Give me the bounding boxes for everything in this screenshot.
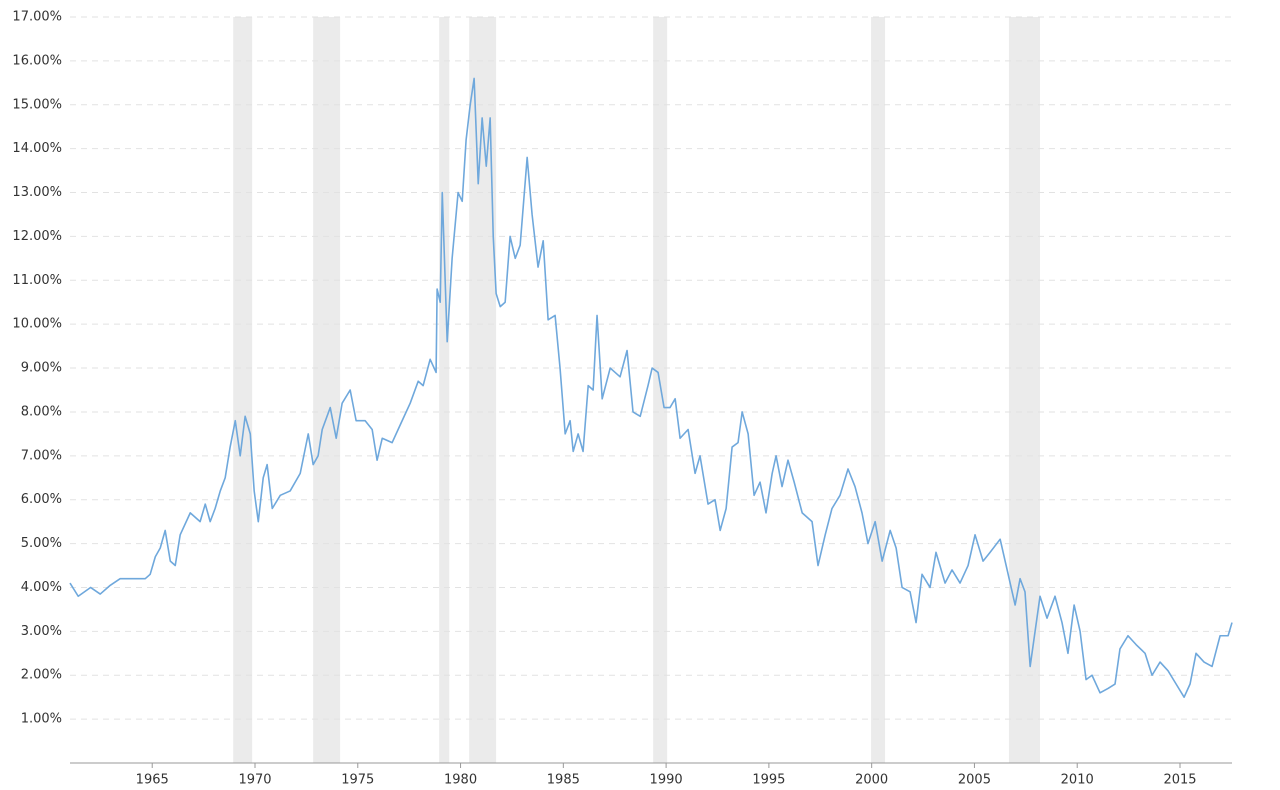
line-series — [69, 77, 1233, 698]
x-tick-label: 2005 — [958, 773, 991, 788]
y-tick-label: 1.00% — [21, 712, 62, 727]
x-tick-label: 1980 — [444, 773, 477, 788]
y-tick-label: 10.00% — [12, 317, 62, 332]
y-tick-label: 11.00% — [12, 273, 62, 288]
x-tick-label: 1990 — [650, 773, 683, 788]
x-tick-label: 2010 — [1061, 773, 1094, 788]
y-tick-label: 2.00% — [21, 668, 62, 683]
y-tick-label: 15.00% — [12, 97, 62, 112]
recession-band — [653, 17, 668, 763]
x-tick-label: 1975 — [341, 773, 374, 788]
recession-band — [233, 17, 253, 763]
y-tick-label: 12.00% — [12, 229, 62, 244]
x-tick-label: 1985 — [547, 773, 580, 788]
recession-band — [439, 17, 450, 763]
y-tick-label: 17.00% — [12, 10, 62, 25]
y-tick-label: 7.00% — [21, 448, 62, 463]
y-tick-label: 16.00% — [12, 53, 62, 68]
x-tick-label: 1995 — [752, 773, 785, 788]
y-tick-label: 5.00% — [21, 536, 62, 551]
y-tick-label: 14.00% — [12, 141, 62, 156]
recession-band — [871, 17, 886, 763]
recession-band — [469, 17, 497, 763]
x-tick-label: 2000 — [855, 773, 888, 788]
recession-band — [1008, 17, 1041, 763]
x-tick-label: 2015 — [1163, 773, 1196, 788]
y-tick-label: 6.00% — [21, 492, 62, 507]
y-tick-label: 3.00% — [21, 624, 62, 639]
x-tick-label: 1970 — [238, 773, 271, 788]
y-tick-label: 13.00% — [12, 185, 62, 200]
recession-band — [313, 17, 341, 763]
x-tick-label: 1965 — [136, 773, 169, 788]
y-tick-label: 4.00% — [21, 580, 62, 595]
y-tick-label: 9.00% — [21, 361, 62, 376]
y-tick-label: 8.00% — [21, 404, 62, 419]
